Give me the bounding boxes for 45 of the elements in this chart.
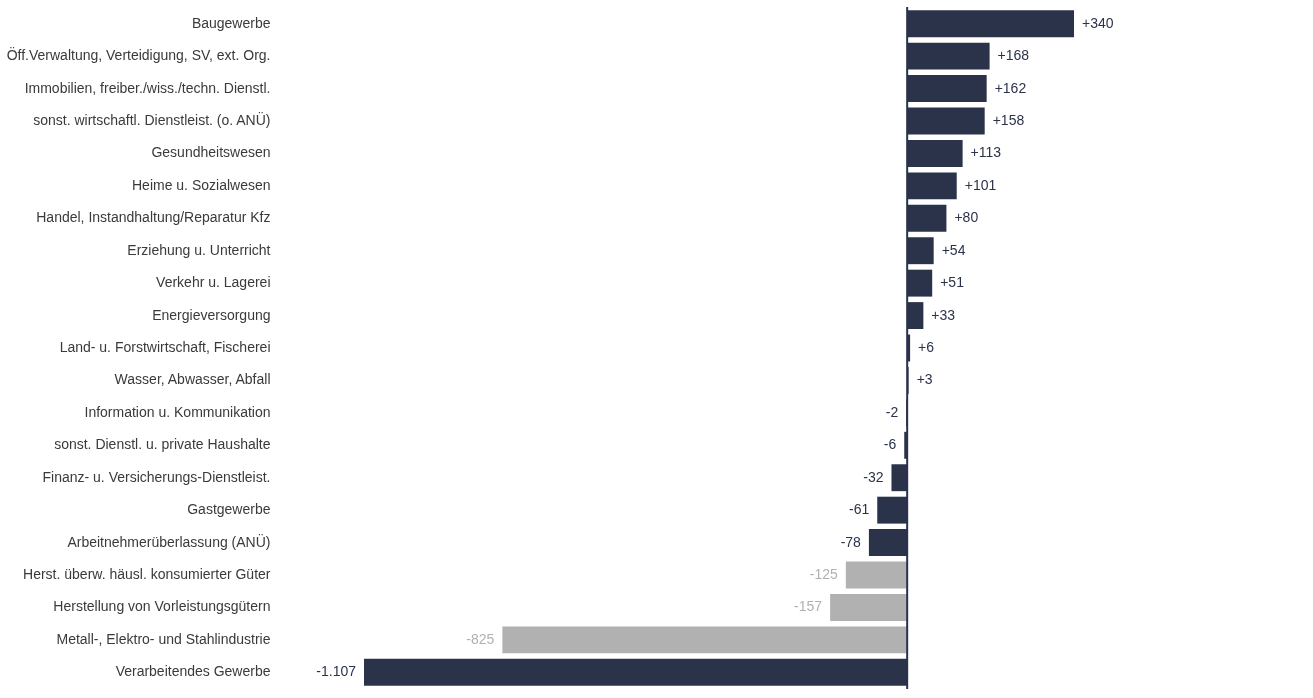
data-label: -78	[840, 533, 862, 550]
y-tick-label: Arbeitnehmerüberlassung (ANÜ)	[67, 532, 271, 550]
data-label: +340	[1082, 14, 1114, 31]
data-label: +168	[997, 47, 1030, 64]
y-tick-label: sonst. Dienstl. u. private Haushalte	[54, 436, 271, 453]
y-tick-label: Immobilien, freiber./wiss./techn. Dienstl.	[24, 79, 271, 96]
data-label: +3	[916, 371, 933, 388]
data-label: -1.107	[316, 663, 357, 680]
y-tick-label: Herst. überw. häusl. konsumierter Güter	[23, 566, 271, 583]
y-tick-label: Gastgewerbe	[187, 501, 271, 518]
y-tick-label: Gesundheitswesen	[151, 144, 271, 161]
data-label: +80	[954, 209, 979, 226]
y-tick-label: Land- u. Forstwirtschaft, Fischerei	[59, 339, 271, 355]
y-tick-label: Information u. Kommunikation	[84, 403, 271, 420]
data-label: -157	[794, 598, 823, 615]
y-tick-label: Erziehung u. Unterricht	[127, 241, 271, 258]
y-tick-label: Herstellung von Vorleistungsgütern	[53, 598, 271, 615]
y-tick-label: Heime u. Sozialwesen	[131, 176, 271, 193]
data-label: -32	[863, 468, 884, 485]
y-tick-label: Verarbeitendes Gewerbe	[115, 663, 271, 680]
data-label: +162	[994, 79, 1027, 96]
y-tick-label: Baugewerbe	[191, 14, 271, 31]
data-label: +6	[918, 339, 935, 355]
bar	[830, 593, 908, 621]
y-tick-label: Handel, Instandhaltung/Reparatur Kfz	[36, 209, 271, 226]
y-tick-label: Öff.Verwaltung, Verteidigung, SV, ext. Org.	[6, 46, 271, 64]
data-label: -61	[849, 501, 870, 518]
data-label: +33	[931, 306, 956, 323]
y-tick-label: Finanz- u. Versicherungs-Dienstleist.	[42, 468, 271, 485]
y-tick-label: Wasser, Abwasser, Abfall	[114, 371, 271, 388]
data-label: +54	[941, 241, 966, 258]
bar	[845, 561, 908, 589]
data-label: +113	[970, 144, 1002, 161]
bar	[502, 626, 908, 654]
data-label: -6	[883, 436, 897, 453]
y-tick-label: sonst. wirtschaftl. Dienstleist. (o. ANÜ)	[33, 110, 271, 128]
data-label: +158	[992, 111, 1025, 128]
data-label: -825	[466, 630, 495, 647]
y-tick-label: Energieversorgung	[152, 306, 271, 323]
data-label: -2	[885, 403, 899, 420]
data-label: -125	[809, 566, 839, 583]
y-tick-label: Metall-, Elektro- und Stahlindustrie	[56, 630, 271, 647]
data-label: +51	[940, 274, 965, 291]
data-label: +101	[964, 176, 997, 193]
y-tick-label: Verkehr u. Lagerei	[156, 274, 271, 291]
